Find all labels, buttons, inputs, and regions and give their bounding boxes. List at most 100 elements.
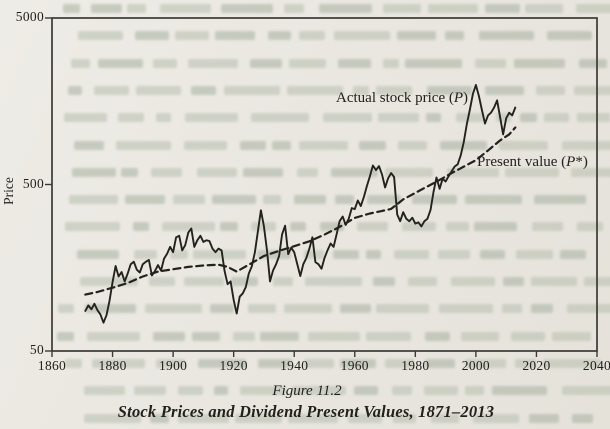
bleedthrough-word xyxy=(211,195,256,205)
bleedthrough-word xyxy=(74,140,105,150)
bleedthrough-word xyxy=(286,85,343,95)
bleedthrough-word xyxy=(250,113,309,123)
series-label-text: Actual stock price ( xyxy=(336,90,454,106)
bleedthrough-word xyxy=(438,249,470,259)
bleedthrough-word xyxy=(174,31,209,41)
bleedthrough-word xyxy=(84,304,137,314)
bleedthrough-word xyxy=(296,167,318,177)
bleedthrough-word xyxy=(516,249,554,259)
bleedthrough-word xyxy=(474,222,518,232)
bleedthrough-word xyxy=(384,167,434,177)
bleedthrough-word xyxy=(492,386,547,396)
bleedthrough-word xyxy=(561,386,610,396)
bleedthrough-word xyxy=(239,140,266,150)
series-symbol-p-star: P xyxy=(566,154,576,170)
bleedthrough-word xyxy=(397,140,428,150)
bleedthrough-word xyxy=(560,249,586,259)
bleedthrough-word xyxy=(394,249,429,259)
bleedthrough-word xyxy=(69,195,118,205)
bleedthrough-word xyxy=(424,386,459,396)
bleedthrough-word xyxy=(57,331,75,341)
bleedthrough-word xyxy=(136,85,181,95)
x-tick-label: 1920 xyxy=(219,358,248,373)
bleedthrough-word xyxy=(404,58,462,68)
bleedthrough-word xyxy=(299,31,326,41)
bleedthrough-word xyxy=(446,167,499,177)
bleedthrough-word xyxy=(64,113,107,123)
bleedthrough-word xyxy=(424,331,451,341)
bleedthrough-word xyxy=(377,113,419,123)
bleedthrough-word xyxy=(572,413,594,423)
bleedthrough-word xyxy=(515,358,536,368)
bleedthrough-word xyxy=(64,358,83,368)
bleedthrough-word xyxy=(230,277,259,286)
bleedthrough-word xyxy=(260,331,300,341)
bleedthrough-word xyxy=(183,277,224,286)
bleedthrough-word xyxy=(332,249,359,259)
bleedthrough-word xyxy=(134,249,158,259)
bleedthrough-word xyxy=(356,222,388,232)
bleedthrough-word xyxy=(510,331,545,341)
bleedthrough-word xyxy=(529,413,560,423)
bleedthrough-word xyxy=(333,31,390,41)
bleedthrough-word xyxy=(455,113,486,123)
bleedthrough-word xyxy=(546,31,592,41)
y-tick-label: 50 xyxy=(29,342,44,357)
bleedthrough-word xyxy=(210,304,234,314)
bleedthrough-word xyxy=(543,113,569,123)
bleedthrough-row xyxy=(0,331,610,342)
bleedthrough-row xyxy=(0,112,610,123)
bleedthrough-word xyxy=(192,331,221,341)
figure-title: Stock Prices and Dividend Present Values… xyxy=(117,402,495,421)
bleedthrough-word xyxy=(184,113,239,123)
bleedthrough-word xyxy=(97,58,143,68)
bleedthrough-word xyxy=(77,31,123,41)
bleedthrough-word xyxy=(71,167,117,177)
bleedthrough-word xyxy=(576,4,610,13)
bleedthrough-word xyxy=(263,195,282,205)
bleedthrough-word xyxy=(534,195,587,205)
bleedthrough-word xyxy=(465,195,522,205)
bleedthrough-word xyxy=(134,386,166,396)
bleedthrough-word xyxy=(426,85,472,95)
bleedthrough-row xyxy=(0,385,610,396)
bleedthrough-word xyxy=(283,304,333,314)
bleedthrough-word xyxy=(503,277,525,286)
bleedthrough-word xyxy=(424,358,455,368)
bleedthrough-word xyxy=(178,386,203,396)
bleedthrough-word xyxy=(87,331,141,341)
bleedthrough-word xyxy=(118,113,144,123)
bleedthrough-word xyxy=(121,167,138,177)
x-tick-label: 2020 xyxy=(522,358,551,373)
bleedthrough-word xyxy=(291,386,347,396)
bleedthrough-word xyxy=(224,85,280,95)
bleedthrough-word xyxy=(411,195,458,205)
bleedthrough-word xyxy=(578,58,607,68)
y-axis-label: Price xyxy=(1,177,16,205)
bleedthrough-row xyxy=(0,30,610,41)
x-tick-label: 1880 xyxy=(98,358,127,373)
bleedthrough-word xyxy=(340,358,377,368)
bleedthrough-word xyxy=(392,413,417,423)
bleedthrough-word xyxy=(376,85,413,95)
bleedthrough-word xyxy=(234,413,282,423)
y-tick-label: 500 xyxy=(22,175,44,191)
bleedthrough-word xyxy=(372,277,395,286)
bleedthrough-word xyxy=(532,222,564,232)
bleedthrough-word xyxy=(498,140,548,150)
series-line-present-value xyxy=(84,126,517,296)
bleedthrough-word xyxy=(426,113,442,123)
bleedthrough-word xyxy=(288,58,327,68)
bleedthrough-word xyxy=(65,222,120,232)
bleedthrough-word xyxy=(485,4,520,13)
bleedthrough-word xyxy=(428,4,479,13)
bleedthrough-word xyxy=(365,331,412,341)
bleedthrough-word xyxy=(213,386,229,396)
bleedthrough-word xyxy=(445,222,469,232)
bleedthrough-word xyxy=(191,85,216,95)
x-tick-label: 1980 xyxy=(401,358,430,373)
bleedthrough-word xyxy=(188,58,239,68)
bleedthrough-word xyxy=(91,4,122,13)
bleedthrough-word xyxy=(396,31,437,41)
